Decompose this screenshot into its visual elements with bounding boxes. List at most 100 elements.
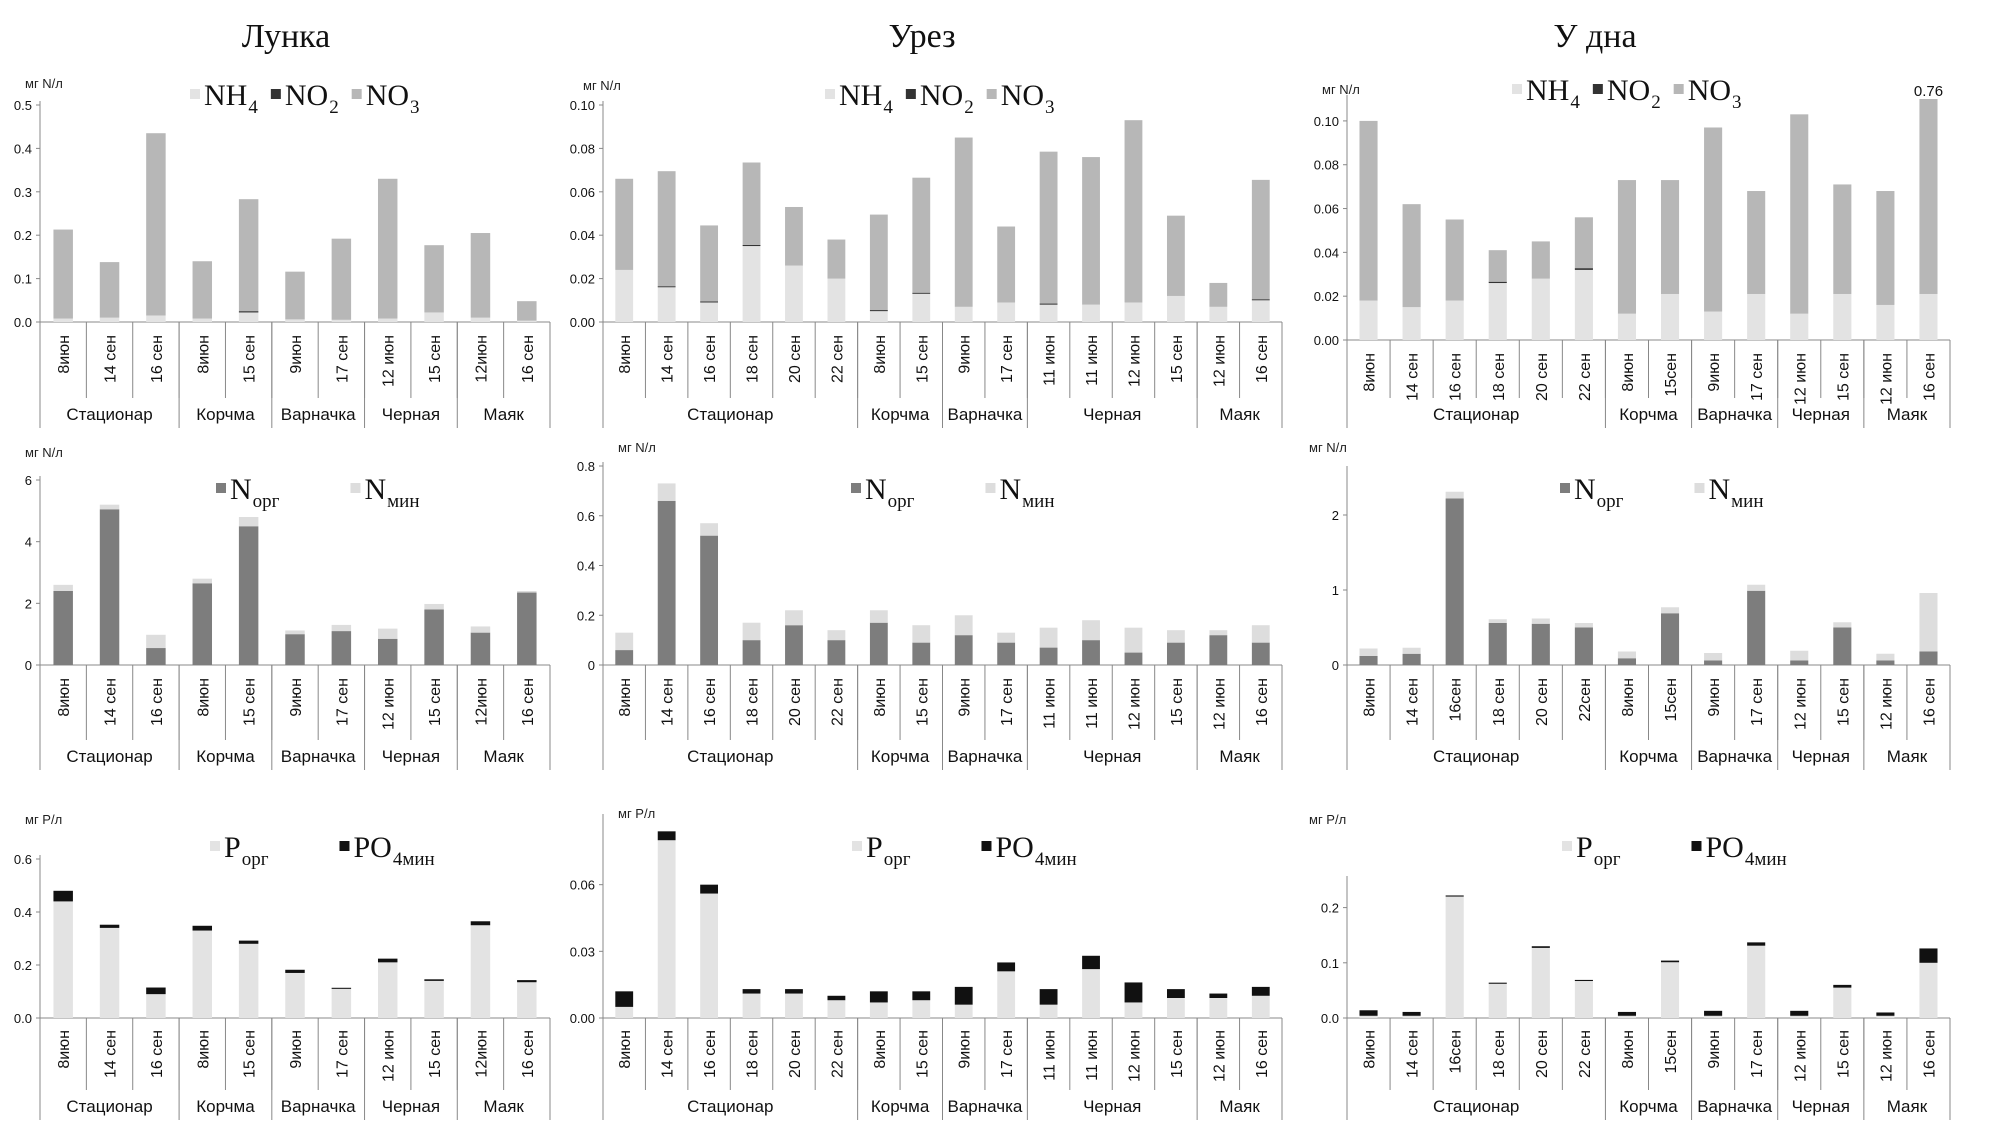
group-label: Черная [1083, 405, 1141, 424]
legend-subscript-po4: 4мин [1745, 849, 1787, 870]
y-tick-label: 0 [1332, 658, 1339, 673]
bar-segment-nmin [700, 523, 719, 536]
legend-swatch-nmin [350, 483, 361, 493]
x-tick-label: 9июн [288, 335, 305, 374]
bar-segment-nmin [424, 603, 444, 610]
bar-segment-norg [997, 642, 1016, 665]
bar-segment-norg [869, 622, 888, 665]
bar-segment-no2 [1039, 303, 1058, 305]
bar-segment-norg [424, 609, 444, 665]
bar-segment-nmin [192, 578, 213, 584]
x-tick-label: 11 июн [1042, 1030, 1059, 1081]
bar-segment-no3 [99, 262, 120, 318]
bar-segment-porg [192, 930, 213, 1018]
x-tick-label: 8июн [195, 678, 212, 717]
group-label: Варначка [948, 747, 1023, 766]
x-tick-label: 12 июн [1792, 353, 1809, 405]
bar-segment-nmin [1488, 619, 1507, 623]
bar-segment-porg [1531, 947, 1550, 1018]
bar-segment-nh4 [1919, 293, 1938, 340]
y-tick-label: 2 [1332, 508, 1339, 523]
x-tick-label: 16 сен [520, 335, 537, 383]
bar-segment-nmin [827, 630, 846, 641]
bar-segment-no3 [1876, 191, 1895, 305]
bar-segment-nh4 [1488, 283, 1507, 340]
x-tick-label: 11 июн [1084, 335, 1101, 386]
group-label: Маяк [483, 747, 524, 766]
bar-segment-po4 [615, 991, 634, 1007]
bar-segment-po4 [331, 987, 352, 989]
x-tick-label: 16 сен [702, 1030, 719, 1078]
x-tick-label: 14 сен [660, 1030, 677, 1078]
x-tick-label: 20 сен [1534, 353, 1551, 401]
y-tick-label: 0.4 [577, 559, 595, 574]
bar-segment-po4 [1166, 989, 1185, 998]
bar-segment-porg [517, 982, 537, 1018]
bar-segment-porg [742, 993, 761, 1018]
group-label: Корчма [1619, 405, 1678, 424]
bar-segment-nmin [146, 634, 166, 649]
x-tick-label: 16 сен [702, 678, 719, 726]
x-tick-label: 15 сен [914, 1030, 931, 1078]
x-tick-label: 8июн [56, 678, 73, 717]
bar-segment-nmin [1251, 625, 1270, 643]
column-title-lunka: Лунка [242, 18, 331, 55]
bar-segment-nh4 [424, 312, 444, 322]
bar-segment-nh4 [615, 269, 634, 322]
x-tick-label: 18 сен [745, 1030, 762, 1078]
bar-segment-nmin [954, 615, 973, 636]
x-tick-label: 22 сен [829, 678, 846, 726]
x-tick-label: 16 сен [1921, 678, 1938, 726]
legend-subscript-nh4: 4 [1570, 92, 1580, 113]
x-tick-label: 8июн [195, 1030, 212, 1069]
legend-label-nmin: N [1708, 473, 1730, 506]
legend-subscript-no3: 3 [1045, 97, 1055, 118]
x-tick-label: 12июн [473, 678, 490, 726]
x-tick-label: 8июн [872, 678, 889, 717]
bar-segment-po4 [1617, 1011, 1637, 1016]
x-tick-label: 8июн [56, 1030, 73, 1069]
legend-label-norg: N [865, 473, 887, 506]
legend-label-porg: P [866, 831, 883, 864]
y-unit-label: мг N/л [1309, 440, 1347, 455]
bar-segment-no3 [331, 238, 352, 320]
bar-segment-no3 [1704, 127, 1723, 312]
bar-segment-norg [615, 650, 634, 665]
group-label: Маяк [1887, 1097, 1928, 1116]
legend-label-no3: NO [1688, 74, 1731, 107]
bar-segment-nmin [1876, 653, 1895, 661]
bar-segment-po4 [146, 987, 166, 995]
bar-segment-po4 [997, 962, 1016, 972]
bar-segment-po4 [742, 989, 761, 994]
bar-segment-nmin [238, 517, 259, 527]
legend-subscript-nh4: 4 [883, 97, 893, 118]
x-tick-label: 20 сен [787, 1030, 804, 1078]
bar-segment-po4 [1704, 1010, 1723, 1016]
group-label: Варначка [948, 1097, 1023, 1116]
x-tick-label: 20 сен [1534, 1030, 1551, 1078]
bar-segment-nmin [869, 610, 888, 623]
y-tick-label: 0.6 [14, 852, 32, 867]
legend-swatch-norg [1560, 483, 1570, 493]
bar-segment-no3 [1660, 180, 1680, 294]
bar-segment-norg [1082, 640, 1100, 665]
y-unit-label: мг Р/л [1309, 812, 1346, 827]
bar-segment-no3 [1359, 120, 1378, 301]
bar-segment-po4 [377, 958, 398, 963]
y-unit-label: мг N/л [618, 440, 656, 455]
bar-segment-nh4 [1876, 304, 1895, 340]
y-tick-label: 0.2 [14, 228, 32, 243]
bar-segment-norg [470, 632, 491, 665]
bar-segment-no3 [238, 199, 259, 312]
x-tick-label: 11 июн [1084, 1030, 1101, 1081]
bar-segment-po4 [53, 890, 73, 902]
y-unit-label: мг Р/л [618, 806, 655, 821]
x-tick-label: 8июн [617, 335, 634, 374]
bar-segment-norg [53, 591, 73, 665]
legend-label-nmin: N [364, 473, 386, 506]
legend-subscript-nmin: мин [1731, 491, 1763, 512]
bar-segment-po4 [1209, 993, 1228, 998]
bar-segment-nmin [742, 622, 761, 641]
x-tick-label: 17 сен [999, 678, 1016, 726]
x-tick-label: 8июн [1362, 1030, 1379, 1069]
